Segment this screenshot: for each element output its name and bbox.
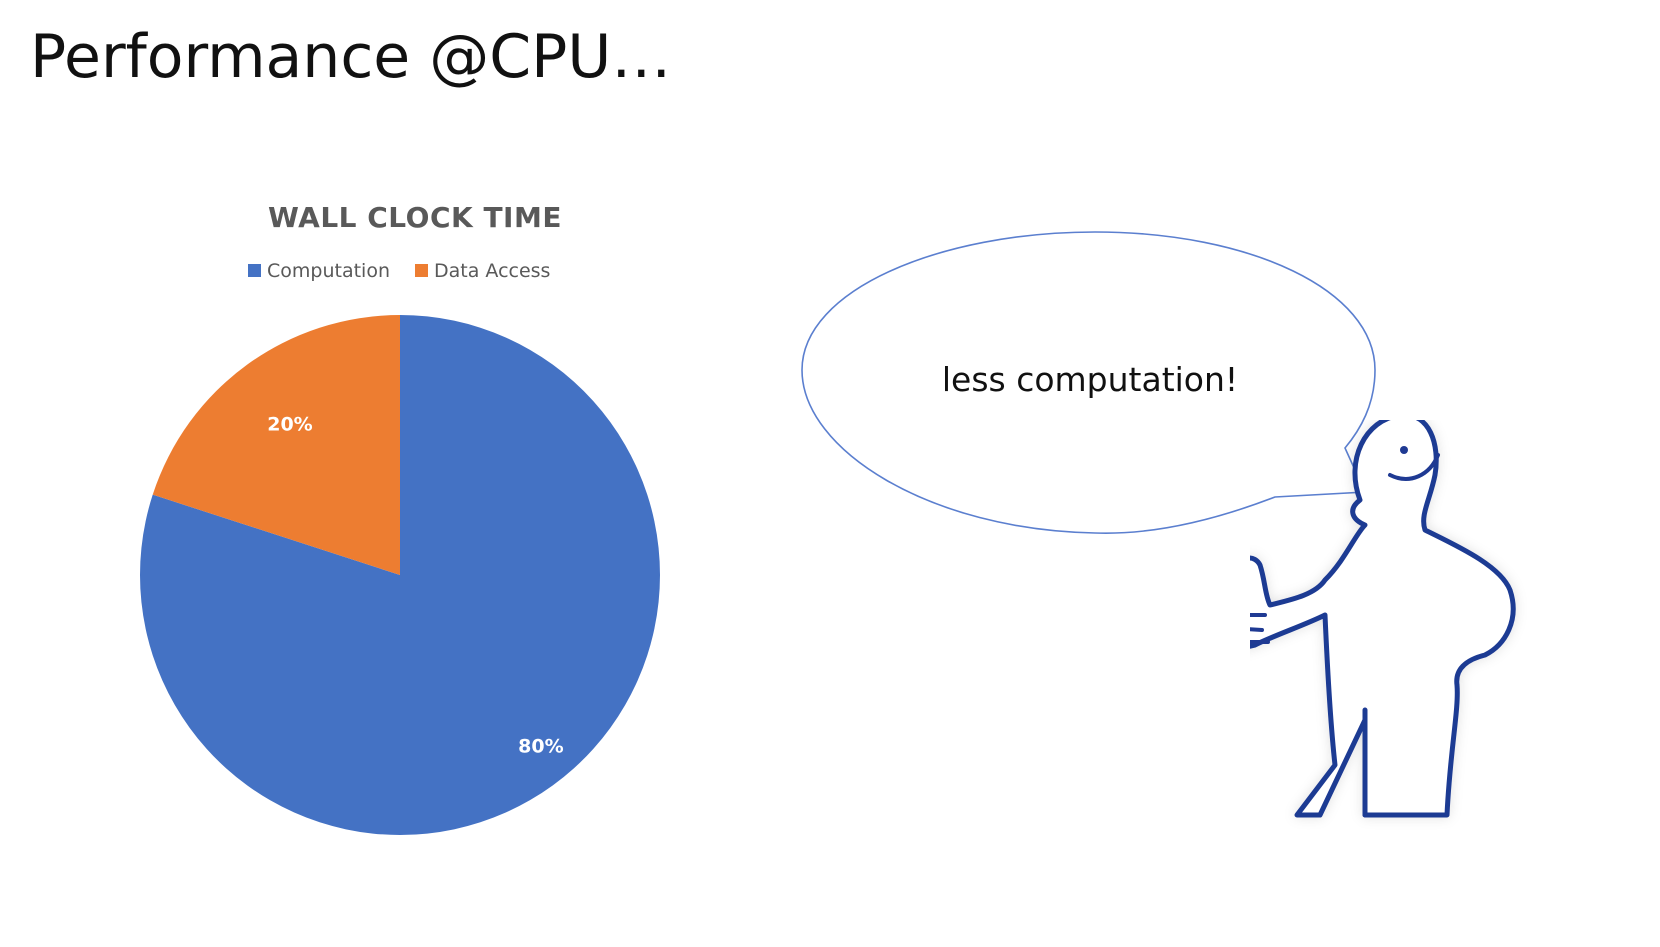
legend-swatch-data-access (415, 264, 428, 277)
data-label-data-access: 20% (267, 414, 312, 436)
legend-label-computation: Computation (267, 260, 390, 282)
pie-chart-svg: WALL CLOCK TIME Computation Data Access 8… (139, 201, 660, 835)
data-label-computation: 80% (518, 735, 563, 757)
chart-legend: Computation Data Access (248, 260, 550, 282)
speech-bubble: less computation! (800, 230, 1420, 550)
pie-chart: WALL CLOCK TIME Computation Data Access 8… (100, 180, 700, 880)
legend-label-data-access: Data Access (434, 260, 550, 282)
chart-title: WALL CLOCK TIME (268, 201, 562, 234)
legend-swatch-computation (248, 264, 261, 277)
pie-slice-data-access (152, 315, 400, 575)
speech-bubble-text: less computation! (941, 360, 1239, 399)
slide-title: Performance @CPU… (30, 22, 672, 92)
stick-figure-icon (1213, 412, 1516, 818)
pie-slices (139, 315, 660, 835)
thumbs-up-figure-illustration (1213, 412, 1650, 890)
pie-data-labels: 80% 20% (267, 414, 563, 758)
speech-bubble-shape (801, 231, 1376, 534)
